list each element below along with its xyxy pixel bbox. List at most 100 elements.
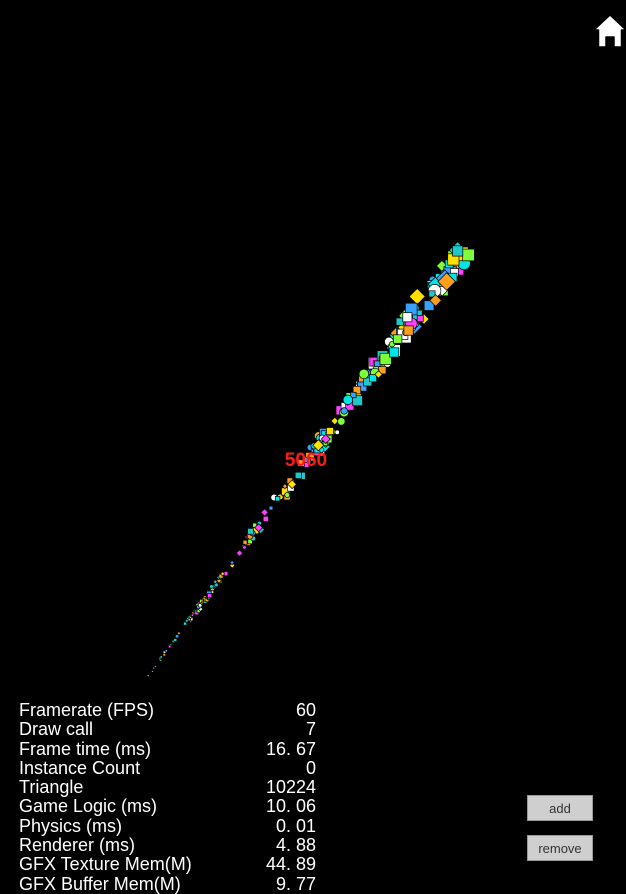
stat-label: Draw call — [19, 719, 94, 740]
sprite — [320, 434, 331, 444]
sprite — [352, 385, 362, 395]
stat-value: 16. 67 — [265, 738, 316, 759]
stat-label: Physics (ms) — [19, 815, 122, 836]
sprite — [146, 674, 150, 677]
stat-row: Physics (ms) 0. 01 — [19, 815, 316, 836]
sprite — [175, 634, 180, 639]
sprite — [262, 515, 269, 522]
sprite — [153, 664, 158, 669]
stat-label: GFX Buffer Mem(M) — [19, 873, 181, 894]
sprite — [389, 347, 400, 358]
sprite — [297, 459, 305, 467]
sprite — [340, 407, 348, 415]
sprite — [190, 613, 195, 617]
stats-panel: Framerate (FPS) 60 Draw call 7 Frame time (m… — [19, 700, 316, 894]
stat-value: 44. 89 — [265, 854, 316, 875]
stat-label: Game Logic (ms) — [19, 796, 158, 817]
sprite — [379, 352, 392, 365]
sprite — [252, 522, 258, 528]
sprite — [164, 649, 168, 653]
sprite — [374, 360, 381, 367]
sprite — [350, 391, 357, 399]
sprite — [216, 577, 223, 584]
stat-row: Framerate (FPS) 60 — [19, 700, 316, 720]
sprite — [207, 593, 213, 599]
sprite — [235, 549, 244, 557]
sprite-count-label: 5060 — [284, 450, 328, 471]
sprite — [167, 644, 172, 649]
sprite — [403, 325, 414, 336]
sprite — [287, 479, 297, 490]
sprite — [374, 370, 383, 379]
sprite — [423, 300, 435, 311]
sprite — [358, 368, 370, 380]
sprite — [176, 630, 182, 636]
sprite — [173, 638, 178, 642]
sprite — [452, 245, 464, 257]
stat-row: Renderer (ms) 4. 88 — [19, 835, 316, 856]
sprite — [369, 374, 377, 383]
sprite — [242, 545, 247, 550]
sprite — [416, 315, 424, 322]
stat-row: GFX Texture Mem(M) 44. 89 — [19, 854, 316, 875]
sprite — [220, 571, 225, 576]
sprite — [229, 562, 236, 569]
stat-label: Triangle — [19, 777, 84, 798]
stat-row: GFX Buffer Mem(M) 9. 77 — [19, 873, 316, 894]
sprite — [162, 653, 166, 657]
sprite — [408, 288, 426, 305]
stat-value: 0 — [305, 757, 316, 778]
remove-button[interactable]: remove — [527, 835, 593, 861]
sprite — [159, 655, 163, 659]
sprite — [183, 621, 187, 626]
sprite — [151, 666, 156, 670]
sprite — [284, 492, 291, 498]
sprite — [312, 439, 325, 452]
sprite — [337, 417, 346, 426]
home-icon — [593, 14, 626, 48]
sprite — [402, 312, 413, 323]
sprite — [185, 619, 189, 623]
sprite-stream — [146, 241, 475, 677]
sprite — [247, 528, 254, 535]
sprite — [268, 505, 274, 511]
stat-value: 7 — [305, 719, 316, 740]
sprite — [393, 334, 403, 344]
stat-row: Instance Count 0 — [19, 757, 316, 778]
sprite — [428, 290, 436, 298]
sprite — [326, 427, 334, 435]
stat-row: Frame time (ms) 16. 67 — [19, 738, 316, 759]
home-button[interactable] — [592, 12, 626, 50]
stat-label: Instance Count — [19, 757, 141, 778]
sprite — [429, 294, 442, 307]
sprite — [437, 272, 456, 291]
add-button[interactable]: add — [527, 795, 593, 821]
sprite — [395, 317, 404, 326]
sprite — [462, 248, 475, 262]
stat-value: 10224 — [265, 777, 316, 798]
sprite — [282, 483, 288, 490]
stat-row: Game Logic (ms) 10. 06 — [19, 796, 316, 817]
stat-value: 9. 77 — [275, 873, 316, 894]
stat-label: Renderer (ms) — [19, 835, 136, 856]
stat-label: Framerate (FPS) — [19, 700, 155, 720]
stat-label: Frame time (ms) — [19, 738, 151, 759]
sprite — [330, 416, 339, 426]
sprite — [229, 560, 235, 566]
sprite — [294, 471, 302, 479]
stat-value: 60 — [295, 700, 316, 720]
stat-row: Draw call 7 — [19, 719, 316, 740]
stat-value: 10. 06 — [265, 796, 316, 817]
stat-value: 4. 88 — [275, 835, 316, 856]
sprite — [209, 584, 214, 589]
sprite — [334, 429, 340, 435]
stat-label: GFX Texture Mem(M) — [19, 854, 192, 875]
sprite — [274, 496, 281, 502]
sprite — [242, 539, 248, 545]
sprite — [254, 523, 264, 533]
stat-value: 0. 01 — [275, 815, 316, 836]
sprite — [342, 394, 354, 405]
sprite — [260, 508, 269, 517]
stat-row: Triangle 10224 — [19, 777, 316, 798]
